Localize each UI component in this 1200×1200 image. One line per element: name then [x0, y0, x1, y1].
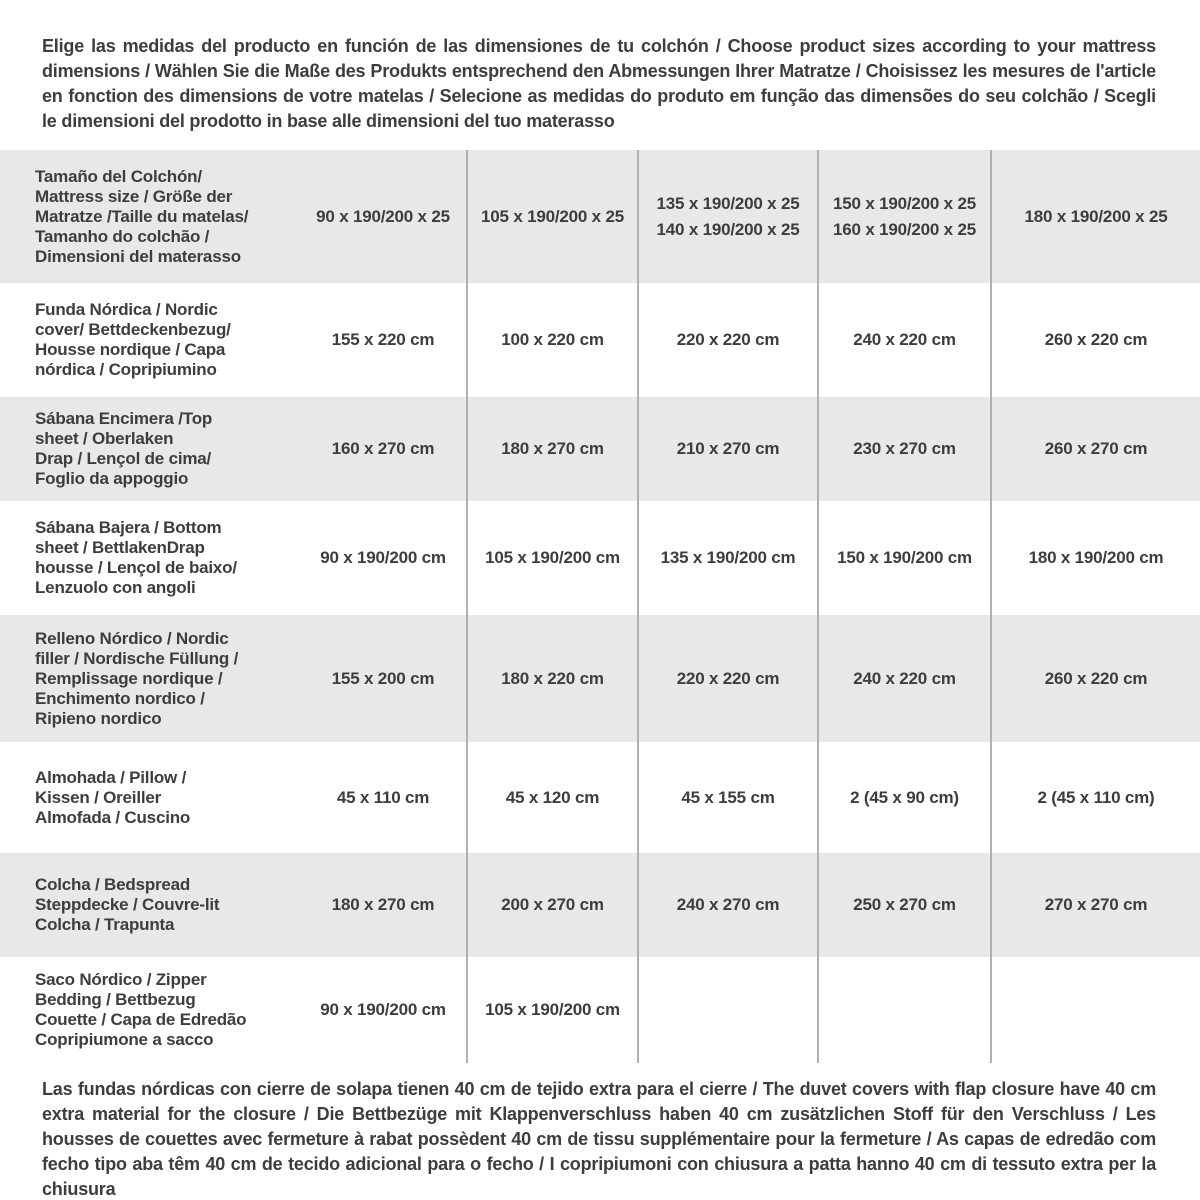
- size-value-cell: 220 x 220 cm: [637, 283, 817, 397]
- table-row-pillow: Almohada / Pillow / Kissen / Oreiller Al…: [0, 742, 1200, 853]
- size-value-cell: 160 x 270 cm: [331, 439, 435, 458]
- table-row-nordic-filler: Relleno Nórdico / Nordic filler / Nordis…: [0, 615, 1200, 742]
- size-value-cell: 270 x 270 cm: [990, 853, 1200, 957]
- size-value-cell: [637, 957, 817, 1063]
- size-value-cell: 240 x 220 cm: [817, 615, 990, 742]
- size-value-cell: 220 x 220 cm: [637, 615, 817, 742]
- header-size-col-135-140: 135 x 190/200 x 25 140 x 190/200 x 25: [637, 150, 817, 283]
- size-value-cell: 155 x 200 cm: [331, 668, 435, 688]
- row-label-top-sheet: Sábana Encimera /Top sheet / Oberlaken D…: [35, 409, 213, 488]
- size-value-cell: 100 x 220 cm: [466, 283, 637, 397]
- size-value-cell: 90 x 190/200 cm: [320, 548, 446, 567]
- header-size-col-180: 180 x 190/200 x 25: [990, 150, 1200, 283]
- header-size-col-150-160: 150 x 190/200 x 25 160 x 190/200 x 25: [817, 150, 990, 283]
- size-value-cell: 2 (45 x 110 cm): [990, 742, 1200, 853]
- row-label-zipper-bedding: Saco Nórdico / Zipper Bedding / Bettbezu…: [35, 970, 247, 1049]
- size-value-cell: 45 x 155 cm: [637, 742, 817, 853]
- size-value-cell: 260 x 220 cm: [990, 283, 1200, 397]
- size-value-cell: 180 x 270 cm: [466, 397, 637, 501]
- size-table: Tamaño del Colchón/ Mattress size / Größ…: [0, 150, 1200, 1063]
- row-label-nordic-cover: Funda Nórdica / Nordic cover/ Bettdecken…: [35, 300, 231, 379]
- size-value-cell: 240 x 220 cm: [817, 283, 990, 397]
- size-value-cell: 260 x 220 cm: [990, 615, 1200, 742]
- size-value-cell: 240 x 270 cm: [637, 853, 817, 957]
- size-value-cell: 180 x 190/200 cm: [990, 501, 1200, 615]
- size-value-cell: 260 x 270 cm: [990, 397, 1200, 501]
- table-row-top-sheet: Sábana Encimera /Top sheet / Oberlaken D…: [0, 397, 1200, 501]
- size-value-cell: 180 x 220 cm: [466, 615, 637, 742]
- size-value-cell: 45 x 120 cm: [466, 742, 637, 853]
- size-value-cell: 200 x 270 cm: [466, 853, 637, 957]
- header-size-col-105: 105 x 190/200 x 25: [466, 150, 637, 283]
- size-value-cell: 180 x 270 cm: [331, 895, 435, 914]
- size-value-cell: [990, 957, 1200, 1063]
- row-label-bottom-sheet: Sábana Bajera / Bottom sheet / Bettlaken…: [35, 518, 237, 597]
- row-label-bedspread: Colcha / Bedspread Steppdecke / Couvre-l…: [35, 875, 220, 934]
- size-value-cell: 105 x 190/200 cm: [466, 501, 637, 615]
- size-value-cell: 210 x 270 cm: [637, 397, 817, 501]
- size-value-cell: 105 x 190/200 cm: [466, 957, 637, 1063]
- table-header-row: Tamaño del Colchón/ Mattress size / Größ…: [0, 150, 1200, 283]
- intro-text: Elige las medidas del producto en funció…: [42, 36, 1156, 131]
- size-value-cell: 250 x 270 cm: [817, 853, 990, 957]
- table-row-bottom-sheet: Sábana Bajera / Bottom sheet / Bettlaken…: [0, 501, 1200, 615]
- size-value-cell: 155 x 220 cm: [331, 330, 435, 349]
- size-value-cell: 90 x 190/200 cm: [320, 1000, 446, 1019]
- header-size-col-90: 90 x 190/200 x 25: [316, 206, 450, 226]
- size-value-cell: 2 (45 x 90 cm): [817, 742, 990, 853]
- row-label-pillow: Almohada / Pillow / Kissen / Oreiller Al…: [35, 767, 191, 827]
- size-value-cell: 230 x 270 cm: [817, 397, 990, 501]
- table-row-bedspread: Colcha / Bedspread Steppdecke / Couvre-l…: [0, 853, 1200, 957]
- size-value-cell: 135 x 190/200 cm: [637, 501, 817, 615]
- size-value-cell: 45 x 110 cm: [336, 787, 430, 807]
- footnote-text: Las fundas nórdicas con cierre de solapa…: [42, 1079, 1156, 1199]
- size-value-cell: 150 x 190/200 cm: [817, 501, 990, 615]
- row-label-mattress-size: Tamaño del Colchón/ Mattress size / Größ…: [35, 166, 249, 266]
- size-value-cell: [817, 957, 990, 1063]
- table-row-zipper-bedding: Saco Nórdico / Zipper Bedding / Bettbezu…: [0, 957, 1200, 1063]
- table-row-nordic-cover: Funda Nórdica / Nordic cover/ Bettdecken…: [0, 283, 1200, 397]
- row-label-nordic-filler: Relleno Nórdico / Nordic filler / Nordis…: [35, 628, 239, 728]
